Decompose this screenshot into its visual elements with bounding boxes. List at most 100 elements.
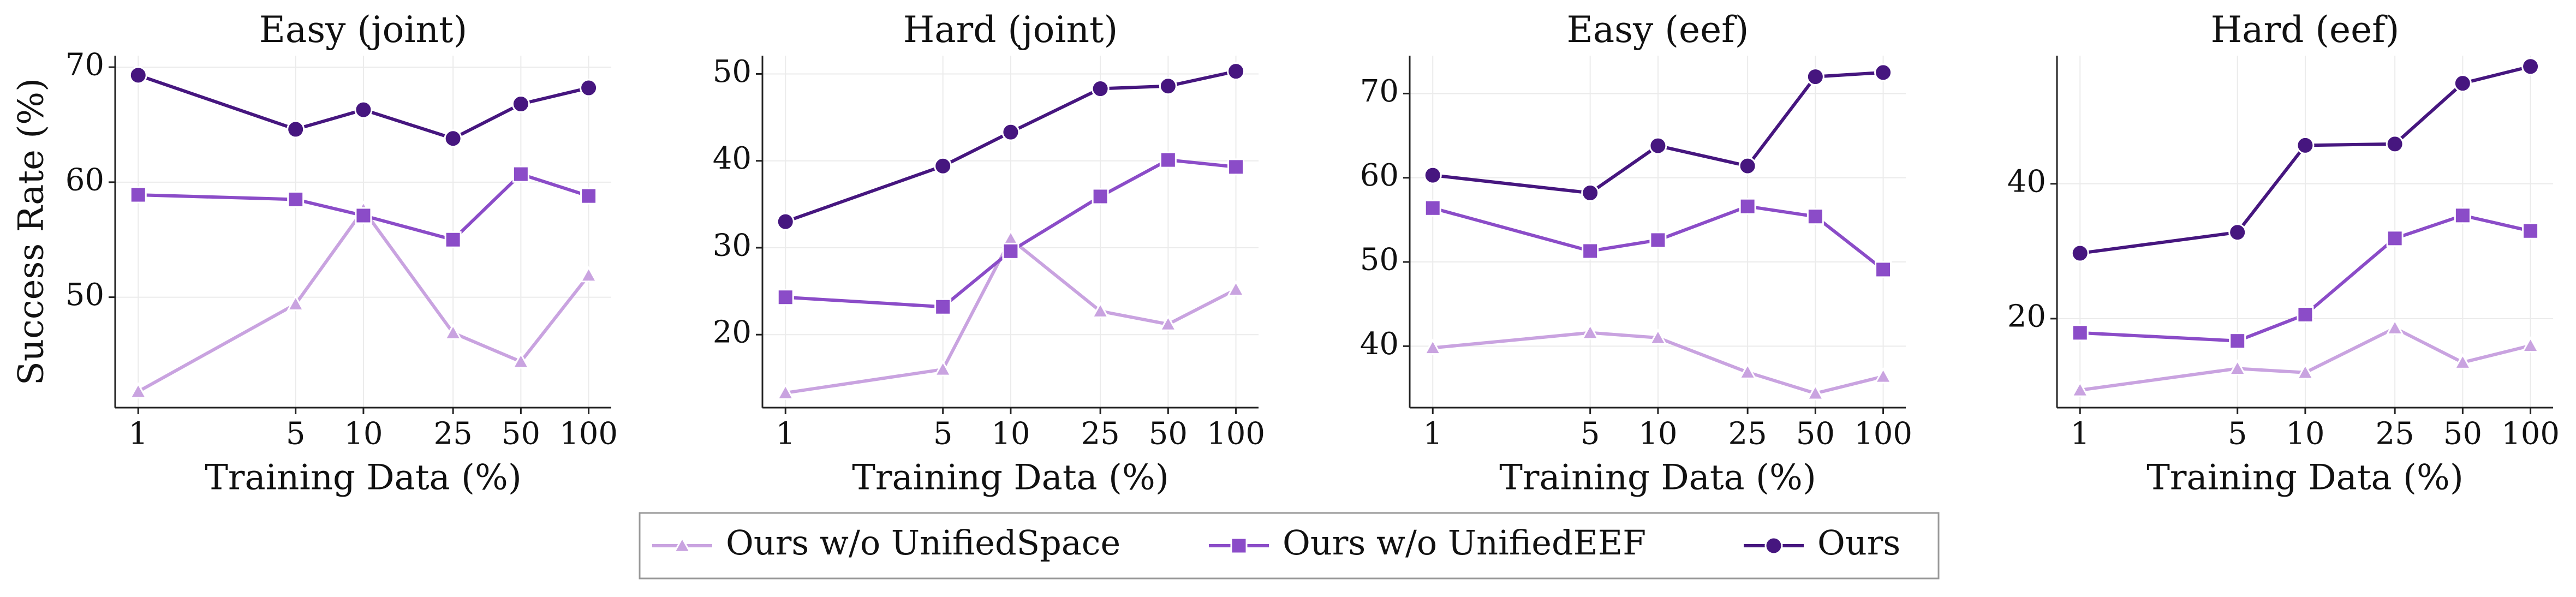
x-tick-label: 50 <box>2443 416 2482 452</box>
marker <box>287 295 305 311</box>
x-tick-label: 1 <box>776 416 795 452</box>
marker <box>444 129 462 148</box>
marker <box>2453 74 2472 93</box>
x-tick-label: 1 <box>1423 416 1442 452</box>
marker <box>776 383 795 400</box>
marker <box>129 382 147 399</box>
x-tick-label: 5 <box>1581 416 1600 452</box>
y-tick-label: 20 <box>2007 298 2046 334</box>
marker <box>2386 135 2404 153</box>
marker <box>2522 222 2539 240</box>
marker <box>1159 151 1177 169</box>
marker <box>934 360 952 377</box>
marker <box>2229 332 2246 350</box>
marker <box>287 120 305 139</box>
x-tick-label: 25 <box>433 416 472 452</box>
marker <box>1582 242 1599 260</box>
y-axis-label: Success Rate (%) <box>11 78 52 385</box>
marker <box>1806 68 1824 86</box>
marker <box>673 536 691 553</box>
marker <box>1649 231 1667 249</box>
legend-label: Ours w/o UnifiedEEF <box>1283 523 1646 563</box>
y-tick-label: 70 <box>65 47 104 83</box>
marker <box>1874 63 1893 82</box>
marker <box>2297 306 2314 323</box>
marker <box>2071 244 2089 262</box>
y-tick-label: 60 <box>65 162 104 198</box>
marker <box>777 289 794 306</box>
marker <box>934 298 952 315</box>
y-tick-label: 50 <box>713 54 752 89</box>
x-tick-label: 100 <box>559 416 618 452</box>
x-tick-label: 100 <box>2501 416 2560 452</box>
marker <box>1227 62 1245 81</box>
x-tick-label: 100 <box>1207 416 1265 452</box>
y-tick-label: 50 <box>1360 242 1399 278</box>
x-tick-label: 1 <box>128 416 148 452</box>
marker <box>444 323 462 340</box>
x-tick-label: 100 <box>1854 416 1912 452</box>
marker <box>1875 261 1892 278</box>
marker <box>1423 166 1442 184</box>
marker <box>1581 184 1600 202</box>
x-tick-label: 5 <box>286 416 306 452</box>
marker <box>1092 188 1109 205</box>
chart-title: Hard (joint) <box>903 9 1118 51</box>
chart-title: Easy (joint) <box>259 9 468 51</box>
marker <box>1581 323 1600 340</box>
marker <box>2453 353 2472 369</box>
marker <box>2521 57 2540 76</box>
chart-title: Easy (eef) <box>1567 9 1749 51</box>
marker <box>776 212 795 231</box>
x-tick-label: 1 <box>2070 416 2090 452</box>
marker <box>129 66 147 85</box>
marker <box>512 165 529 183</box>
series-line <box>785 236 1237 395</box>
y-tick-label: 20 <box>713 315 752 350</box>
x-tick-label: 50 <box>1149 416 1188 452</box>
marker <box>934 157 952 175</box>
y-tick-label: 40 <box>1360 326 1399 362</box>
marker <box>580 187 598 205</box>
x-tick-label: 50 <box>502 416 540 452</box>
marker <box>2296 136 2315 154</box>
marker <box>2228 359 2247 376</box>
series-line <box>2079 64 2531 255</box>
x-tick-label: 5 <box>2228 416 2247 452</box>
marker <box>1159 77 1177 95</box>
x-tick-label: 10 <box>2286 416 2324 452</box>
x-tick-label: 25 <box>2375 416 2414 452</box>
x-axis-label: Training Data (%) <box>2146 458 2464 498</box>
marker <box>355 207 372 224</box>
marker <box>1738 157 1757 175</box>
marker <box>2071 380 2089 397</box>
x-axis-label: Training Data (%) <box>852 458 1169 498</box>
marker <box>2521 336 2540 353</box>
legend-label: Ours <box>1817 523 1900 563</box>
series-line <box>785 158 1236 309</box>
marker <box>1874 367 1893 384</box>
marker <box>1159 315 1177 331</box>
x-tick-label: 25 <box>1728 416 1767 452</box>
marker <box>1091 80 1110 98</box>
marker <box>2454 207 2471 224</box>
x-tick-label: 10 <box>991 416 1030 452</box>
series-line <box>1432 205 1885 271</box>
x-axis-label: Training Data (%) <box>205 458 522 498</box>
y-tick-label: 30 <box>713 228 752 263</box>
y-tick-label: 60 <box>1360 158 1399 193</box>
chart-title: Hard (eef) <box>2211 9 2400 51</box>
x-tick-label: 50 <box>1796 416 1835 452</box>
marker <box>2296 363 2315 380</box>
x-tick-label: 25 <box>1081 416 1119 452</box>
marker <box>580 266 598 283</box>
y-tick-label: 50 <box>65 277 104 313</box>
y-tick-label: 40 <box>713 141 752 176</box>
marker <box>2386 319 2404 335</box>
marker <box>444 231 462 248</box>
marker <box>1001 123 1020 141</box>
marker <box>1424 199 1441 217</box>
series-line <box>137 207 590 393</box>
x-tick-label: 5 <box>933 416 953 452</box>
